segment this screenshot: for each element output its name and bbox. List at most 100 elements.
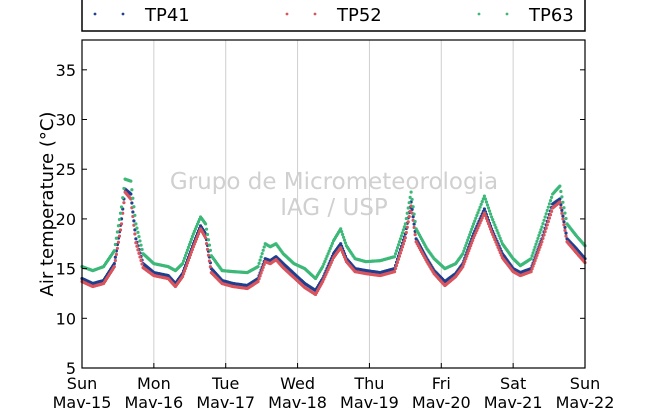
data-point — [479, 218, 483, 222]
data-point — [257, 261, 261, 265]
data-point — [322, 262, 326, 266]
data-point — [119, 222, 124, 226]
data-point — [485, 219, 490, 223]
data-point — [461, 252, 465, 256]
data-point — [539, 228, 543, 232]
data-point — [475, 213, 479, 218]
data-point — [564, 216, 568, 221]
data-point — [538, 245, 542, 249]
data-point — [531, 264, 535, 268]
data-point — [207, 259, 212, 263]
data-point — [396, 257, 401, 261]
y-axis-label: Air temperature (°C) — [37, 112, 58, 297]
data-point — [486, 222, 491, 226]
legend-marker — [285, 12, 289, 16]
data-point — [196, 232, 201, 236]
x-tick-day: Sat — [500, 374, 526, 393]
data-point — [184, 264, 189, 268]
data-point — [186, 245, 191, 249]
series-tp63 — [80, 177, 587, 281]
data-point — [262, 245, 266, 249]
data-point — [205, 247, 210, 251]
data-point — [138, 239, 142, 243]
data-point — [131, 210, 135, 214]
data-point — [327, 265, 331, 269]
y-tick-label: 30 — [56, 111, 76, 130]
data-point — [403, 236, 407, 240]
data-point — [537, 233, 541, 238]
legend-item-tp52: TP52 — [285, 5, 382, 26]
data-point — [478, 205, 482, 209]
data-point — [193, 227, 198, 231]
data-point — [470, 227, 474, 231]
data-point — [113, 258, 117, 263]
data-point — [491, 218, 495, 222]
y-tick-label: 10 — [56, 309, 76, 328]
data-point — [541, 236, 545, 240]
data-point — [181, 274, 185, 279]
data-point — [473, 233, 477, 237]
data-point — [185, 248, 190, 252]
data-point — [409, 190, 413, 194]
data-point — [207, 243, 212, 247]
data-point — [395, 260, 400, 264]
data-point — [488, 212, 493, 216]
data-point — [472, 236, 476, 240]
x-tick-date: Mav-15 — [53, 393, 112, 409]
data-point — [395, 246, 400, 250]
data-point — [407, 201, 411, 205]
watermark-line-2: IAG / USP — [280, 195, 388, 221]
data-point — [404, 216, 408, 221]
data-point — [183, 253, 188, 258]
data-point — [410, 207, 414, 211]
data-point — [196, 220, 201, 224]
data-point — [412, 212, 416, 216]
data-point — [484, 216, 489, 220]
data-point — [405, 225, 409, 229]
data-point — [322, 277, 326, 281]
x-tick-day: Sun — [67, 374, 97, 393]
data-point — [118, 228, 123, 232]
data-point — [399, 248, 404, 252]
data-point — [398, 251, 403, 255]
data-point — [115, 246, 120, 250]
data-point — [259, 255, 263, 259]
data-point — [324, 257, 328, 261]
data-point — [135, 244, 139, 248]
data-point — [343, 241, 348, 245]
data-point — [560, 211, 564, 215]
data-point — [413, 219, 417, 224]
legend-marker — [121, 12, 125, 16]
data-point — [136, 248, 140, 252]
data-point — [547, 202, 552, 206]
data-point — [402, 239, 406, 243]
data-point — [208, 265, 212, 269]
data-point — [561, 214, 565, 218]
data-point — [535, 253, 539, 257]
data-point — [341, 235, 346, 239]
data-point — [540, 240, 544, 244]
data-point — [398, 237, 403, 241]
data-point — [139, 243, 143, 247]
data-point — [205, 232, 210, 237]
data-point — [203, 236, 208, 240]
x-tick-day: Wed — [280, 374, 315, 393]
data-point — [182, 269, 187, 273]
data-point — [132, 219, 136, 223]
data-point — [400, 231, 405, 235]
data-point — [482, 194, 486, 198]
data-point — [204, 227, 209, 231]
data-point — [206, 253, 211, 257]
data-point — [474, 216, 478, 220]
data-point — [467, 249, 471, 253]
data-point — [330, 241, 335, 245]
data-point — [476, 226, 480, 230]
data-point — [542, 233, 546, 237]
data-point — [134, 241, 138, 245]
data-point — [536, 251, 540, 255]
data-point — [195, 234, 200, 239]
data-point — [188, 253, 193, 257]
data-point — [466, 238, 470, 242]
data-point — [488, 227, 493, 231]
legend-item-tp41: TP41 — [93, 5, 190, 26]
